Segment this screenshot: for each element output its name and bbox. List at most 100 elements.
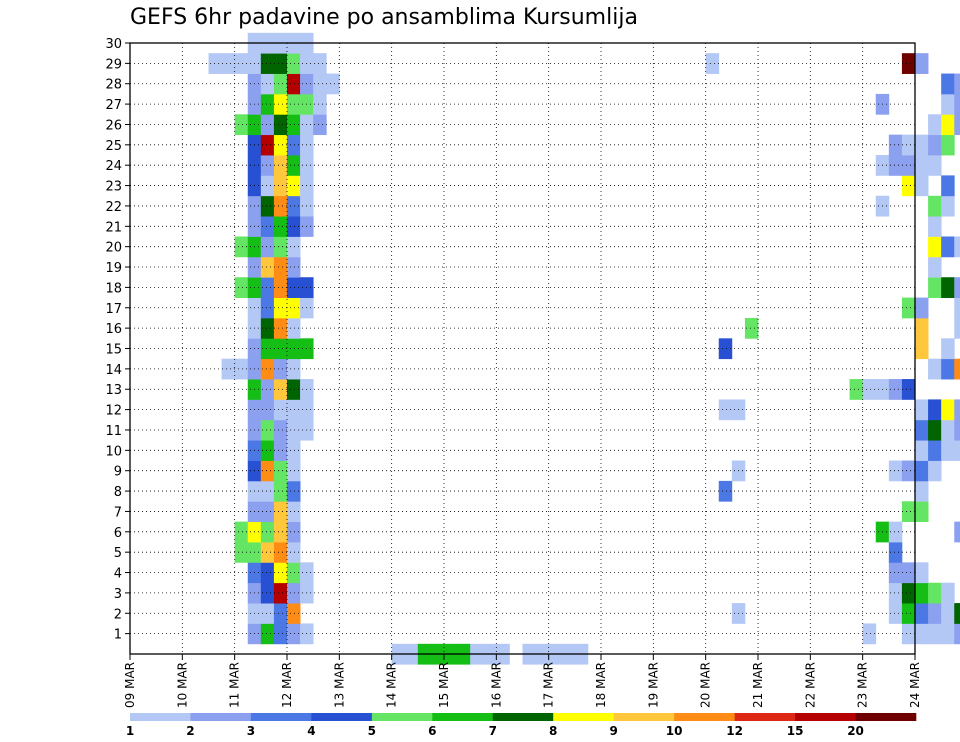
y-tick-label: 14: [105, 363, 122, 378]
heatmap-cell: [901, 297, 916, 319]
colorbar-label: 5: [368, 724, 376, 738]
heatmap-cell: [260, 480, 275, 502]
heatmap-cell: [888, 582, 903, 604]
x-tick-label: 12 MAR: [280, 662, 294, 708]
heatmap-cell: [273, 623, 288, 645]
y-tick-label: 26: [105, 118, 122, 133]
heatmap-cell: [287, 460, 301, 482]
heatmap-cell: [287, 338, 301, 360]
heatmap-cell: [273, 236, 288, 258]
heatmap-cell: [326, 73, 340, 95]
heatmap-cell: [287, 582, 301, 604]
heatmap-cell: [915, 623, 929, 645]
heatmap-cell: [888, 562, 903, 584]
heatmap-cell: [273, 317, 288, 339]
heatmap-cell: [928, 440, 942, 461]
x-tick-label: 09 MAR: [123, 662, 137, 708]
colorbar-swatch: [492, 713, 554, 721]
heatmap-cell: [260, 175, 275, 197]
y-tick-label: 22: [105, 200, 122, 215]
heatmap-cell: [287, 521, 301, 543]
heatmap-cell: [954, 236, 960, 258]
heatmap-cell: [287, 53, 301, 74]
colorbar-label: 2: [186, 724, 194, 738]
heatmap-cell: [287, 256, 301, 278]
heatmap-cell: [273, 195, 288, 217]
heatmap-cell: [915, 399, 929, 421]
heatmap-cell: [915, 297, 929, 319]
x-tick-label: 20 MAR: [699, 662, 713, 708]
colorbar-swatch: [795, 713, 856, 721]
chart-title: GEFS 6hr padavine po ansamblima Kursumli…: [130, 5, 638, 30]
y-tick-label: 28: [105, 78, 122, 93]
heatmap-cell: [260, 236, 275, 258]
colorbar-swatch: [190, 713, 252, 721]
y-tick-label: 30: [105, 37, 122, 52]
heatmap-cell: [888, 541, 903, 563]
heatmap-cell: [928, 216, 942, 237]
heatmap-cell: [260, 114, 275, 136]
heatmap-cell: [915, 155, 929, 176]
y-tick-label: 12: [105, 404, 122, 419]
heatmap-cell: [941, 338, 955, 360]
heatmap-cell: [273, 582, 288, 604]
heatmap-cell: [313, 53, 327, 74]
heatmap-cell: [273, 256, 288, 278]
heatmap-cell: [234, 277, 249, 298]
heatmap-cell: [941, 134, 955, 156]
heatmap-cell: [744, 317, 759, 339]
heatmap-cell: [287, 175, 301, 197]
heatmap-cell: [287, 114, 301, 136]
y-tick-label: 20: [105, 241, 122, 256]
x-tick-label: 21 MAR: [751, 662, 765, 708]
heatmap-cell: [287, 562, 301, 584]
heatmap-cell: [287, 195, 301, 217]
heatmap-cell: [941, 93, 955, 115]
y-tick-label: 7: [114, 505, 122, 520]
heatmap-cell: [928, 399, 942, 421]
heatmap-cell: [941, 603, 955, 624]
y-tick-label: 16: [105, 322, 122, 337]
heatmap-cell: [287, 603, 301, 624]
heatmap-cell: [718, 338, 733, 360]
heatmap-cell: [273, 338, 288, 360]
heatmap-cell: [313, 114, 327, 136]
x-tick-label: 14 MAR: [385, 662, 399, 708]
heatmap-cell: [941, 175, 955, 197]
y-tick-label: 1: [114, 628, 122, 643]
heatmap-cell: [260, 541, 275, 563]
heatmap-cell: [915, 419, 929, 441]
heatmap-cell: [287, 358, 301, 380]
heatmap-cell: [234, 236, 249, 258]
heatmap-cell: [928, 419, 942, 441]
y-tick-label: 15: [105, 343, 122, 358]
x-tick-label: 22 MAR: [803, 662, 817, 708]
heatmap-cell: [941, 399, 955, 421]
colorbar-swatch: [674, 713, 735, 721]
heatmap-cell: [718, 399, 733, 421]
heatmap-cell: [941, 582, 955, 604]
heatmap-cell: [287, 501, 301, 523]
heatmap-cell: [273, 379, 288, 400]
heatmap-cell: [901, 623, 916, 645]
heatmap-cell: [260, 195, 275, 217]
heatmap-cell: [260, 521, 275, 543]
heatmap-cell: [915, 134, 929, 156]
heatmap-cell: [260, 562, 275, 584]
y-tick-label: 21: [105, 220, 122, 235]
heatmap-cell: [260, 582, 275, 604]
heatmap-cell: [941, 358, 955, 380]
heatmap-cell: [273, 93, 288, 115]
heatmap-cell: [954, 521, 960, 543]
heatmap-cell: [862, 379, 877, 400]
heatmap-cell: [901, 562, 916, 584]
heatmap-cell: [888, 460, 903, 482]
colorbar-label: 3: [247, 724, 255, 738]
heatmap-cell: [928, 155, 942, 176]
y-tick-label: 27: [105, 98, 122, 113]
x-tick-label: 18 MAR: [594, 662, 608, 708]
heatmap-cell: [901, 155, 916, 176]
heatmap-cell: [260, 317, 275, 339]
heatmap-cell: [260, 501, 275, 523]
